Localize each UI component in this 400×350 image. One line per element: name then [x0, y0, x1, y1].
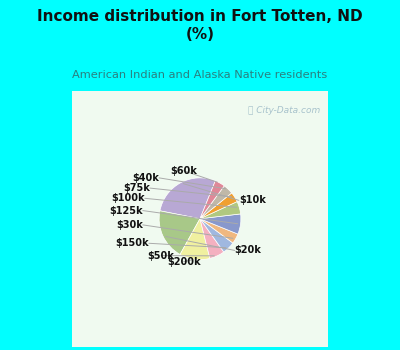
- Text: $50k: $50k: [148, 251, 175, 260]
- Wedge shape: [200, 181, 224, 219]
- Wedge shape: [200, 214, 241, 234]
- Text: $200k: $200k: [167, 257, 200, 267]
- Text: $150k: $150k: [115, 238, 149, 248]
- Wedge shape: [200, 219, 233, 252]
- Text: American Indian and Alaska Native residents: American Indian and Alaska Native reside…: [72, 70, 328, 80]
- Text: $100k: $100k: [111, 193, 145, 203]
- Text: $60k: $60k: [170, 166, 197, 176]
- Wedge shape: [200, 219, 238, 243]
- Text: ⓘ City-Data.com: ⓘ City-Data.com: [248, 106, 320, 116]
- Text: $20k: $20k: [235, 245, 262, 256]
- Text: $10k: $10k: [239, 195, 266, 205]
- Text: $40k: $40k: [132, 173, 159, 183]
- Text: $75k: $75k: [123, 183, 150, 193]
- Text: $30k: $30k: [116, 220, 143, 230]
- Wedge shape: [200, 219, 224, 258]
- Wedge shape: [200, 186, 232, 219]
- Text: Income distribution in Fort Totten, ND
(%): Income distribution in Fort Totten, ND (…: [37, 9, 363, 42]
- Text: $125k: $125k: [109, 205, 143, 216]
- Wedge shape: [160, 178, 215, 219]
- Wedge shape: [200, 202, 240, 219]
- Wedge shape: [159, 211, 200, 254]
- Wedge shape: [180, 219, 210, 260]
- Bar: [72, 91, 328, 346]
- Wedge shape: [200, 193, 237, 219]
